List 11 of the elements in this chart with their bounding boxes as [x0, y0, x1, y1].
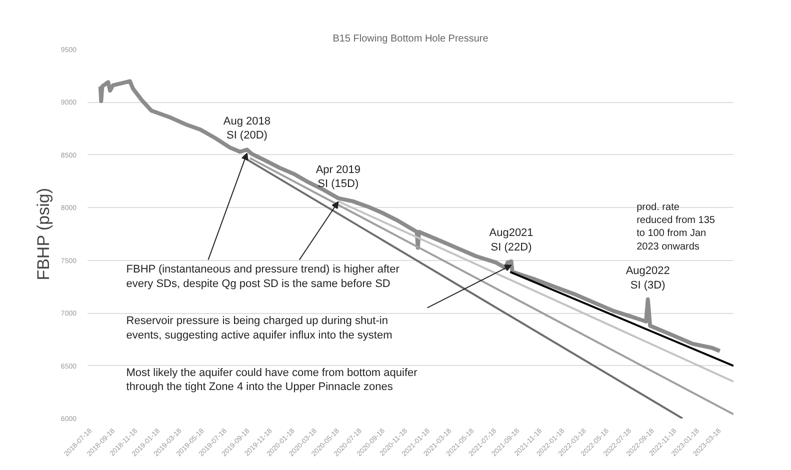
annotation: Aug2021 SI (22D): [489, 227, 534, 254]
chart-title: B15 Flowing Bottom Hole Pressure: [332, 34, 489, 44]
annotation: Most likely the aquifer could have come from bottom aquifer through the tight Zone 4 into the Upper Pinnacle zones: [126, 366, 418, 394]
annotation: Apr 2019 SI (15D): [316, 164, 360, 190]
y-axis-title: FBHP (psig): [34, 188, 53, 280]
annotation: Reservoir pressure is being charged up during shut-in events, suggesting active aquifer influx into the system: [126, 315, 392, 342]
annotation: prod. rate reduced from 135 to 100 from Jan 2023 onwards: [636, 202, 716, 252]
line-series: [98, 79, 722, 354]
annotation: FBHP (instantaneous and pressure trend) is higher after every SDs, despite Qg post SD is the same before SD: [126, 264, 400, 290]
annotation: Aug 2018 SI (20D): [223, 115, 271, 142]
annotation: Aug2022 SI (3D): [626, 264, 670, 292]
